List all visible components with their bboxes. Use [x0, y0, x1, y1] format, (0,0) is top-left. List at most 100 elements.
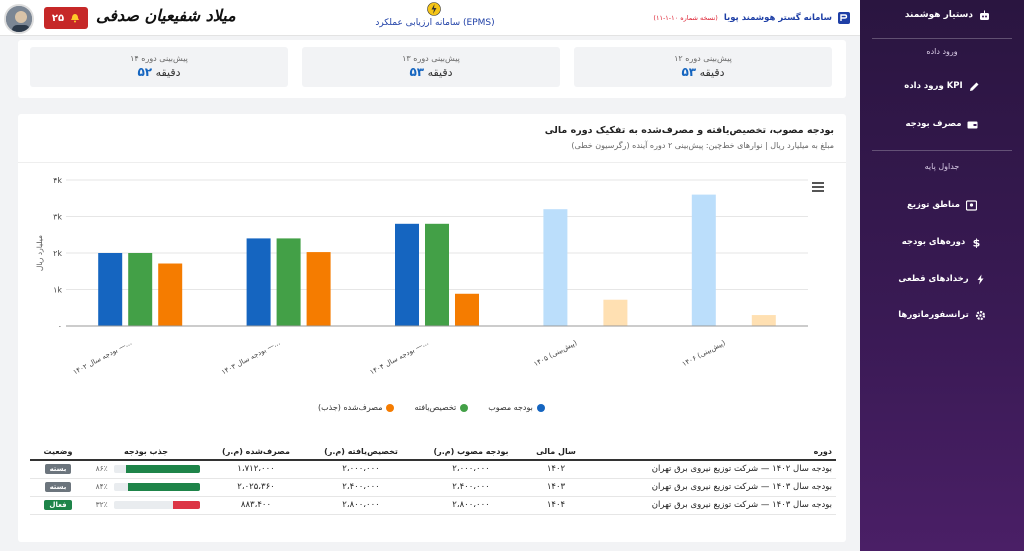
status-badge: بسته — [44, 482, 72, 492]
sidebar-item-kpi-entry[interactable]: ورود داده KPI — [860, 76, 1024, 96]
app-logo-icon — [427, 2, 441, 16]
stat-card-period-13: پیش‌بینی دوره ۱۳ ۵۳ دقیقه — [302, 47, 560, 87]
sidebar-item-transformers[interactable]: ترانسفورماتورها — [860, 305, 1024, 325]
col-header-absorption[interactable]: جذب بودجه — [86, 444, 206, 461]
y-tick-label: ۳k — [53, 213, 62, 222]
y-tick-label: ۲k — [53, 249, 62, 258]
cell-absorption: ۸۴٪ — [86, 478, 206, 497]
budget-chart-card: بودجه مصوب، تخصیص‌یافته و مصرف‌شده به تف… — [18, 114, 846, 542]
cell-spent: ۱،۷۱۲،۰۰۰ — [206, 460, 306, 479]
stat-label: پیش‌بینی دوره ۱۳ — [402, 54, 460, 63]
brand-logo-icon — [838, 12, 850, 24]
col-header-status[interactable]: وضعیت — [30, 444, 86, 461]
absorption-percent: ۸۴٪ — [95, 482, 108, 491]
gear-icon — [975, 310, 985, 320]
legend-dot — [386, 403, 395, 412]
legend-item-allocated[interactable]: تخصیص‌یافته — [414, 403, 469, 412]
legend-dot — [460, 403, 469, 412]
legend-label: مصرف‌شده (جذب) — [318, 403, 383, 412]
cell-status: فعال — [30, 496, 86, 515]
sidebar-item-budget-spend[interactable]: مصرف بودجه — [860, 114, 1024, 134]
bar — [751, 315, 776, 326]
sidebar-section-base-tables: جداول پایه — [924, 162, 960, 171]
col-header-period[interactable]: دوره — [586, 444, 836, 461]
stat-card-period-12: پیش‌بینی دوره ۱۲ ۵۳ دقیقه — [574, 47, 832, 87]
stat-card-period-14: پیش‌بینی دوره ۱۴ ۵۲ دقیقه — [30, 47, 288, 87]
absorption-bar-fill — [172, 500, 201, 509]
sidebar-section-data-entry: ورود داده — [926, 47, 958, 56]
status-badge: بسته — [44, 464, 72, 475]
table-row[interactable]: بودجه سال ۱۴۰۲ — شرکت توزیع نیروی برق ته… — [30, 460, 836, 479]
y-axis-label: میلیارد ریال — [35, 235, 44, 271]
cell-year: ۱۴۰۳ — [526, 478, 586, 497]
col-header-year[interactable]: سال مالی — [526, 444, 586, 461]
avatar[interactable] — [4, 4, 34, 34]
legend-item-approved[interactable]: بودجه مصوب — [488, 403, 545, 412]
col-header-allocated[interactable]: تخصیص‌یافته (م.ر) — [306, 444, 416, 461]
bell-icon — [71, 14, 80, 23]
stat-value: ۵۳ دقیقه — [409, 65, 453, 79]
legend-dot — [536, 403, 545, 412]
notifications-button[interactable]: ۲۵ — [44, 7, 88, 29]
y-tick-label: ۱k — [53, 286, 62, 295]
cell-status: بسته — [30, 460, 86, 479]
sidebar-item-label: ورود داده KPI — [904, 81, 963, 91]
absorption-bar — [114, 464, 201, 473]
chart-menu-icon[interactable] — [812, 182, 824, 192]
bar — [128, 253, 153, 326]
x-tick-label: بودجه سال ۱۴۰۳ —... — [220, 339, 281, 377]
table-row[interactable]: بودجه سال ۱۴۰۳ — شرکت توزیع نیروی برق ته… — [30, 496, 836, 515]
absorption-bar — [114, 500, 201, 509]
cell-absorption: ۳۲٪ — [86, 496, 206, 515]
bolt-icon — [977, 274, 984, 284]
bar — [603, 299, 628, 326]
cell-allocated: ۲،۴۰۰،۰۰۰ — [306, 478, 416, 497]
app-title: سامانه ارزیابی عملکرد (EPMS) — [375, 18, 495, 28]
col-header-approved[interactable]: بودجه مصوب (م.ر) — [416, 444, 526, 461]
budget-bar-chart: ۰ ۱k ۲k ۳k ۴k میلیارد ریال بودجه سال ۱۴۰۲ —...… — [35, 176, 808, 377]
legend-label: تخصیص‌یافته — [414, 403, 457, 412]
divider — [872, 150, 1012, 151]
version-label: (نسخه شماره ۱۰-۱-۱۱) — [653, 14, 718, 22]
legend-item-spent[interactable]: مصرف‌شده (جذب) — [318, 403, 395, 412]
budget-table: دوره سال مالی بودجه مصوب (م.ر) تخصیص‌یاف… — [30, 444, 836, 515]
cell-period: بودجه سال ۱۴۰۳ — شرکت توزیع نیروی برق ته… — [586, 496, 836, 515]
divider — [872, 38, 1012, 39]
chart-subtitle: مبلغ به میلیارد ریال | نوارهای خط‌چین: پ… — [571, 141, 834, 150]
notification-count: ۲۵ — [51, 12, 65, 24]
map-icon — [965, 199, 977, 211]
absorption-percent: ۸۶٪ — [95, 464, 108, 474]
legend-label: بودجه مصوب — [488, 403, 533, 412]
chart-title: بودجه مصوب، تخصیص‌یافته و مصرف‌شده به تف… — [544, 125, 834, 136]
sidebar-item-outage-events[interactable]: رخدادهای قطعی — [860, 269, 1024, 289]
cell-period: بودجه سال ۱۴۰۲ — شرکت توزیع نیروی برق ته… — [586, 460, 836, 479]
y-tick-label: ۰ — [58, 322, 62, 331]
x-tick-label: بودجه سال ۱۴۰۲ —... — [72, 339, 133, 377]
absorption-bar-fill — [126, 464, 201, 473]
stat-value: ۵۲ دقیقه — [137, 65, 181, 79]
x-tick-label: ۱۴۰۵ (پیش‌بینی) — [532, 339, 578, 369]
stat-label: پیش‌بینی دوره ۱۲ — [674, 54, 732, 63]
sidebar-item-label: دستیار هوشمند — [904, 10, 973, 20]
bar — [98, 253, 123, 326]
sidebar-item-label: ترانسفورماتورها — [898, 310, 969, 320]
user-name: میلاد شفیعیان صدفی — [96, 6, 236, 25]
cell-spent: ۸۸۳،۴۰۰ — [206, 496, 306, 515]
top-header: ۲۵ میلاد شفیعیان صدفی سامانه ارزیابی عمل… — [0, 0, 860, 36]
svg-text:$: $ — [973, 237, 981, 248]
sidebar-item-label: مناطق توزیع — [907, 200, 960, 210]
brand-name: سامانه گستر هوشمند پویا — [723, 13, 832, 23]
table-row[interactable]: بودجه سال ۱۴۰۳ — شرکت توزیع نیروی برق ته… — [30, 478, 836, 497]
brand: (نسخه شماره ۱۰-۱-۱۱) سامانه گستر هوشمند … — [653, 12, 850, 24]
sidebar-item-distribution-regions[interactable]: مناطق توزیع — [860, 195, 1024, 215]
cell-allocated: ۲،۸۰۰،۰۰۰ — [306, 496, 416, 515]
col-header-spent[interactable]: مصرف‌شده (م.ر) — [206, 444, 306, 461]
bar — [691, 194, 716, 326]
chart-legend: بودجه مصوب تخصیص‌یافته مصرف‌شده (جذب) — [318, 403, 545, 412]
bar — [543, 209, 568, 326]
sidebar-item-assistant[interactable]: دستیار هوشمند — [860, 0, 1024, 30]
table-header-row: دوره سال مالی بودجه مصوب (م.ر) تخصیص‌یاف… — [30, 444, 836, 461]
cell-spent: ۲،۰۲۵،۳۶۰ — [206, 478, 306, 497]
sidebar-item-budget-periods[interactable]: دوره‌های بودجه $ — [860, 232, 1024, 252]
stat-label: پیش‌بینی دوره ۱۴ — [130, 54, 188, 63]
